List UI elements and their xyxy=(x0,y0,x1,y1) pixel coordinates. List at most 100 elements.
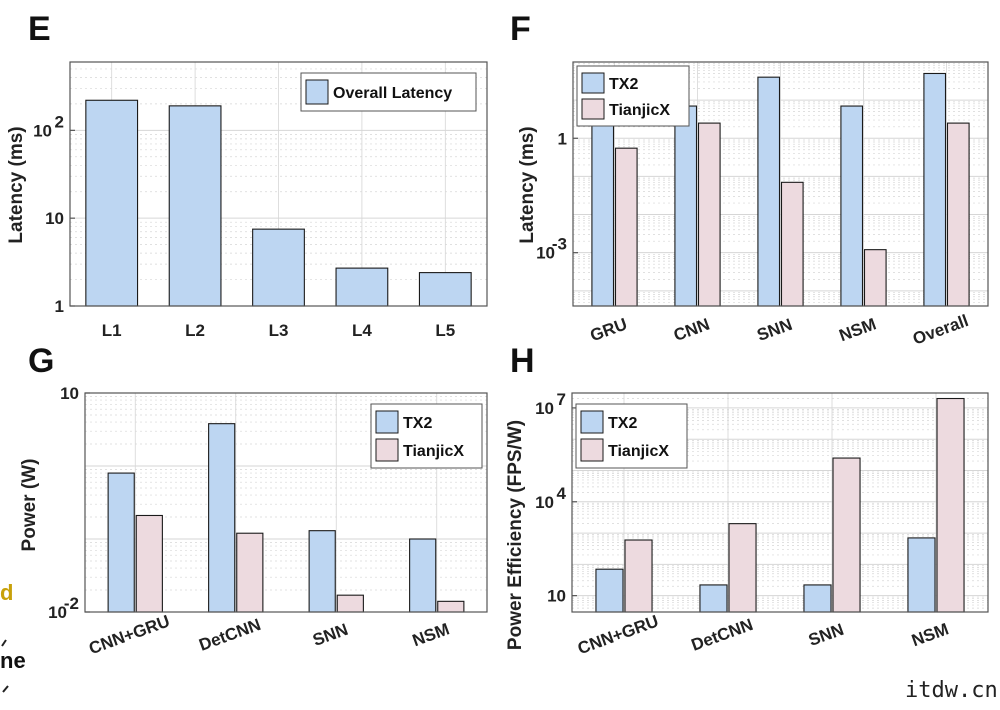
panel-e-xtick-label: L1 xyxy=(102,321,122,340)
panel-h-ytick-label: 10 xyxy=(535,399,554,418)
panel-f-xtick-label: SNN xyxy=(754,315,794,345)
panel-f-legend-swatch xyxy=(581,98,605,120)
panel-g-bar-tianjicx-nsm xyxy=(437,600,465,613)
panel-h-bar-tianjicx-snn xyxy=(832,457,861,613)
left-fragment-d: d xyxy=(0,580,13,605)
panel-f-legend-label: TX2 xyxy=(609,76,638,93)
panel-f-xtick-label: GRU xyxy=(588,314,630,345)
panel-h-bar-tx2-snn xyxy=(803,584,832,613)
panel-h-bar-tx2-detcnn xyxy=(699,584,728,613)
panel-h-legend-swatch xyxy=(580,410,604,434)
panel-g-bar-tianjicx-cnn-gru xyxy=(135,514,163,613)
panel-f-bar-tx2-snn xyxy=(757,76,781,307)
panel-g-bar-tx2-cnn-gru xyxy=(107,472,135,613)
panel-f-xtick-label: CNN xyxy=(671,315,712,345)
panel-e-legend xyxy=(300,72,477,112)
panel-e-ytick-label: 10 xyxy=(45,209,64,228)
panel-e-bar-overall-latency-l5 xyxy=(418,272,472,307)
panel-h-bar-tianjicx-nsm xyxy=(936,397,965,613)
panel-h-axes-box xyxy=(571,392,989,613)
panel-h-ylabel: Power Efficiency (FPS/W) xyxy=(505,420,526,650)
panel-f-ylabel: Latency (ms) xyxy=(517,126,538,243)
panel-e-ytick-label: 10 xyxy=(33,121,52,140)
panel-g-legend-label: TX2 xyxy=(403,415,432,432)
panel-e-legend-swatch xyxy=(305,79,329,105)
panel-h-xtick-label: CNN+GRU xyxy=(575,611,661,658)
panel-letter-e: E xyxy=(28,10,51,48)
panel-f-chart: GRU CNN SNN NSM Overall 1 10-3 TX2 TianjicX xyxy=(536,61,989,349)
panel-g-legend-label: TianjicX xyxy=(403,443,464,460)
panel-e-bar-overall-latency-l1 xyxy=(85,99,139,307)
panel-g-bar-tianjicx-detcnn xyxy=(236,532,264,613)
panel-f-bar-tx2-cnn xyxy=(674,105,698,307)
watermark: itdw.cn xyxy=(905,678,998,703)
panel-f-xtick-label: NSM xyxy=(837,314,879,345)
panel-e-ylabel: Latency (ms) xyxy=(6,126,27,243)
panel-f-ytick-label: 10 xyxy=(536,244,555,263)
panel-e-legend-label: Overall Latency xyxy=(333,85,452,102)
panel-e-xtick-label: L2 xyxy=(185,321,205,340)
panel-f-xtick-label: Overall xyxy=(910,311,971,349)
panel-h-xtick-label: NSM xyxy=(909,619,951,650)
panel-g-bar-tx2-snn xyxy=(308,530,336,613)
panel-letter-h: H xyxy=(510,342,535,380)
panel-f-ytick-label: 1 xyxy=(558,129,567,148)
panel-e-xtick-label: L5 xyxy=(435,321,455,340)
panel-h-ytick-label: 10 xyxy=(547,587,566,606)
panel-f-bar-tx2-overall xyxy=(923,72,947,307)
panel-g-ytick-label: 10 xyxy=(60,384,79,403)
panel-h-bar-tx2-nsm xyxy=(907,537,936,613)
panel-h-bar-tianjicx-detcnn xyxy=(728,523,757,613)
panel-g-bar-tianjicx-snn xyxy=(336,594,364,613)
panel-g-xtick-label: DetCNN xyxy=(196,615,263,655)
panel-f-bar-tx2-gru xyxy=(591,116,615,307)
panel-h-legend-label: TX2 xyxy=(608,415,637,432)
panel-h-ytick-exponent: 4 xyxy=(557,484,567,503)
panel-g-ytick-label: 10 xyxy=(48,603,67,622)
left-fragment-ne: ne xyxy=(0,648,26,673)
panel-g-xtick-label: CNN+GRU xyxy=(86,611,172,658)
panel-f-legend-swatch xyxy=(581,72,605,94)
left-fragment-mark-2 xyxy=(2,685,9,693)
panel-h-xtick-label: SNN xyxy=(806,620,846,650)
panel-letter-g: G xyxy=(28,342,54,380)
panel-e-bar-overall-latency-l3 xyxy=(252,228,305,307)
panel-g-xtick-label: NSM xyxy=(410,619,452,650)
panel-g-axes-box xyxy=(84,392,488,613)
panel-h-bar-tianjicx-cnn-gru xyxy=(624,539,653,613)
panel-f-axes-box xyxy=(572,61,989,307)
panel-e-bar-overall-latency-l2 xyxy=(168,105,222,307)
panel-e-ytick-exponent: 2 xyxy=(55,112,64,131)
panel-e-axes-box xyxy=(69,61,488,307)
panel-e-xtick-label: L4 xyxy=(352,321,372,340)
panel-h-xtick-label: DetCNN xyxy=(689,615,756,655)
panel-f-bar-tianjicx-overall xyxy=(946,122,970,307)
panel-f-bar-tianjicx-gru xyxy=(614,147,638,307)
panel-g-ylabel: Power (W) xyxy=(19,459,40,552)
panel-f-legend-label: TianjicX xyxy=(609,102,670,119)
panel-letter-f: F xyxy=(510,10,531,48)
panel-h-bar-tx2-cnn-gru xyxy=(595,568,624,613)
panel-f-ytick-exponent: -3 xyxy=(552,235,567,254)
panel-e-bar-overall-latency-l4 xyxy=(335,267,389,307)
panel-g-bar-tx2-nsm xyxy=(409,538,437,613)
panel-h-ytick-label: 10 xyxy=(535,493,554,512)
panel-f-bar-tx2-nsm xyxy=(840,105,864,307)
panel-g-legend-swatch xyxy=(375,410,399,434)
panel-g-xtick-label: SNN xyxy=(310,620,350,650)
panel-f-bar-tianjicx-nsm xyxy=(863,249,887,307)
panel-e-xtick-label: L3 xyxy=(269,321,289,340)
left-fragment-mark xyxy=(1,639,7,647)
panel-h-legend-label: TianjicX xyxy=(608,443,669,460)
panel-h-ytick-exponent: 7 xyxy=(557,390,566,409)
panel-f-bar-tianjicx-cnn xyxy=(697,122,721,307)
panel-g-bar-tx2-detcnn xyxy=(208,423,236,613)
panel-g-legend-swatch xyxy=(375,438,399,462)
panel-f-bar-tianjicx-snn xyxy=(780,181,804,307)
panel-h-legend-swatch xyxy=(580,438,604,462)
panel-g-ytick-exponent: -2 xyxy=(64,594,79,613)
